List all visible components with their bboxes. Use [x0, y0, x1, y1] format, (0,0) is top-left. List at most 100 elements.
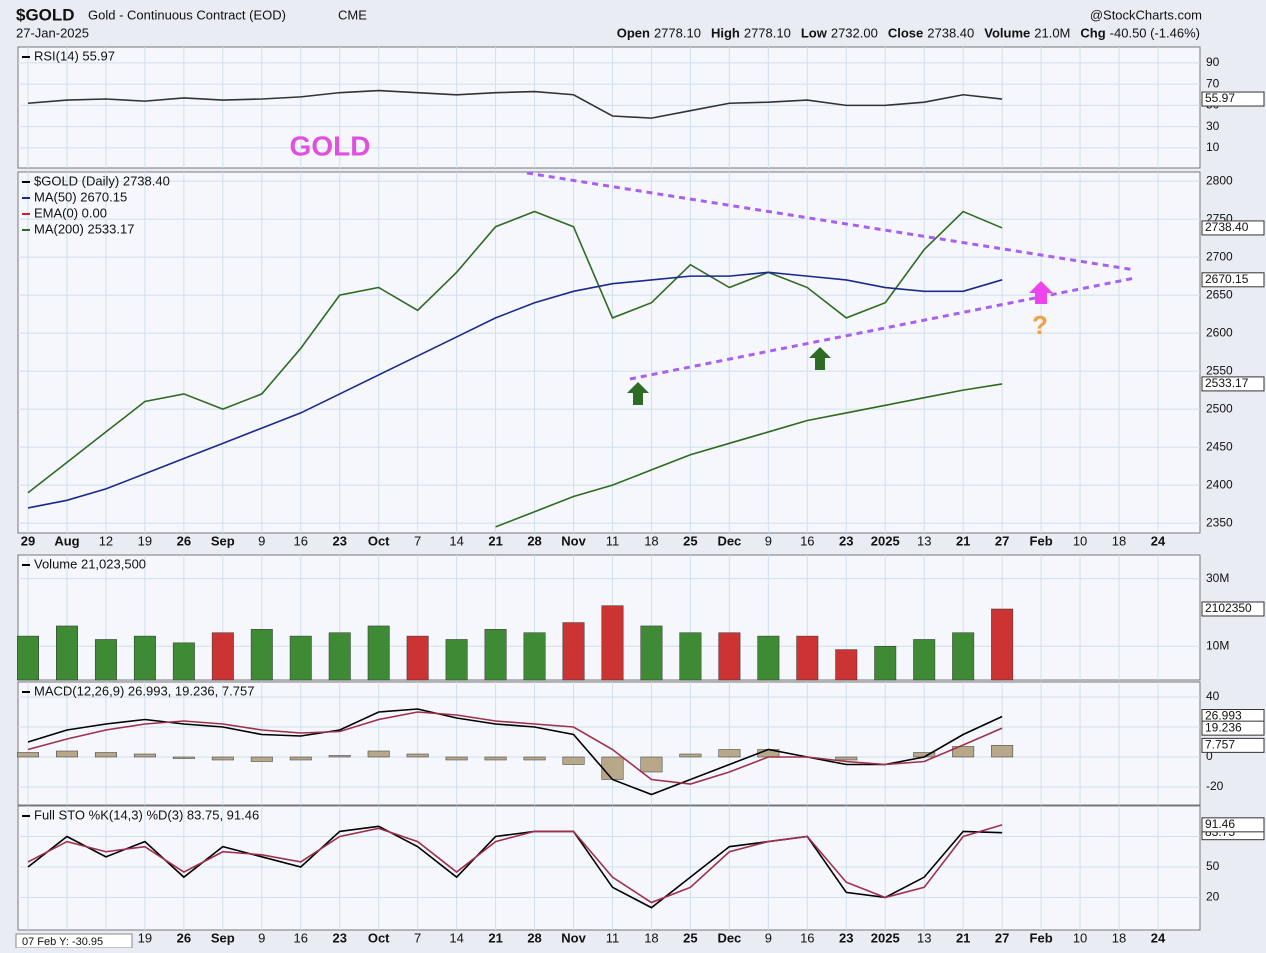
x-tick-label: 23	[332, 533, 346, 548]
bar	[484, 756, 507, 761]
bar	[718, 749, 741, 758]
x-tick-label: 21	[956, 930, 970, 945]
bar	[952, 746, 975, 758]
bar	[55, 750, 78, 758]
x-tick-label: 7	[414, 533, 421, 548]
stat-value: 2778.10	[744, 25, 791, 40]
exchange: CME	[338, 7, 367, 22]
stat-label: Chg	[1080, 25, 1105, 40]
bar	[484, 629, 507, 681]
arrow	[809, 347, 831, 370]
bar	[94, 639, 117, 681]
line	[27, 271, 1003, 509]
value-tag-box	[1201, 91, 1265, 107]
bar	[601, 605, 624, 681]
stat-value: -40.50 (-1.46%)	[1110, 25, 1200, 40]
x-tick-label: 16	[294, 533, 308, 548]
value-tag: 19.236	[1205, 720, 1242, 734]
x-tick-label: 21	[488, 533, 502, 548]
y-tick-label: 2500	[1206, 401, 1233, 415]
bar	[523, 632, 546, 681]
bar	[445, 639, 468, 681]
bar	[211, 632, 234, 681]
y-tick-label: 2800	[1206, 173, 1233, 187]
value-tag: 2670.15	[1205, 272, 1249, 286]
value-tag-box	[1201, 272, 1265, 288]
stat-value: 2778.10	[654, 25, 701, 40]
y-tick-label: 2400	[1206, 477, 1233, 491]
stats: -40.50 (-1.46%) Chg 21.0M Volume 2738.40 Clos…	[617, 25, 1200, 40]
value-tag: 91.46	[1205, 817, 1235, 831]
value-tag: 55.97	[1205, 91, 1235, 105]
value-tag-box	[1201, 817, 1265, 833]
bar	[328, 755, 351, 758]
y-tick-label: 40	[1206, 689, 1220, 703]
annotation: GOLD	[290, 130, 371, 161]
x-tick-label: 9	[258, 533, 265, 548]
x-tick-label: 28	[527, 930, 541, 945]
x-tick-label: 23	[332, 930, 346, 945]
x-tick-label: 11	[606, 533, 620, 548]
y-tick-label: 2700	[1206, 249, 1233, 263]
value-tag-box	[1201, 220, 1265, 236]
x-tick-label: 25	[683, 533, 697, 548]
x-tick-label: Nov	[561, 533, 586, 548]
value-tag-box	[1201, 720, 1265, 736]
x-tick-label: Sep	[211, 533, 235, 548]
legend-label: EMA(0) 0.00	[34, 205, 107, 220]
x-tick-label: 16	[800, 930, 814, 945]
bar	[796, 635, 819, 681]
symbol: $GOLD	[16, 5, 75, 24]
bar	[211, 756, 234, 761]
bar	[913, 639, 936, 681]
bar	[250, 629, 273, 681]
value-tag-box	[1201, 601, 1265, 617]
y-tick-label: 0	[1206, 749, 1213, 763]
y-tick-label: 30M	[1206, 571, 1229, 585]
x-tick-label: 26	[177, 533, 191, 548]
line	[27, 824, 1003, 904]
stat-label: Volume	[984, 25, 1030, 40]
arrow	[627, 382, 649, 405]
x-tick-label: 12	[99, 533, 113, 548]
y-tick-label: 2600	[1206, 325, 1233, 339]
x-tick-label: 23	[839, 533, 853, 548]
bar	[991, 745, 1014, 758]
x-tick-label: Oct	[368, 930, 390, 945]
x-tick-label: Nov	[561, 930, 586, 945]
bar	[289, 635, 312, 681]
legend-label: Volume 21,023,500	[34, 556, 146, 571]
bar	[445, 756, 468, 761]
x-tick-label: 21	[488, 930, 502, 945]
x-tick-label: 18	[1112, 533, 1126, 548]
legend-label: $GOLD (Daily) 2738.40	[34, 173, 170, 188]
x-tick-label: 24	[1151, 930, 1166, 945]
cursor: 07 Feb Y: -30.95	[22, 936, 103, 948]
x-tick-label: 9	[765, 930, 772, 945]
bar	[133, 753, 156, 758]
value-tag-box	[1201, 737, 1265, 753]
value-tag: 26.993	[1205, 709, 1242, 723]
value-tag: 7.757	[1205, 738, 1235, 752]
y-tick-label: 70	[1206, 76, 1220, 90]
x-tick-label: 21	[956, 533, 970, 548]
bar	[757, 635, 780, 681]
panel	[17, 46, 1201, 169]
x-tick-label: 19	[138, 930, 152, 945]
bar	[952, 632, 975, 681]
bar	[250, 756, 273, 762]
x-tick-label: 14	[449, 533, 463, 548]
line	[27, 708, 1003, 796]
panel	[17, 681, 1201, 806]
brand: @StockCharts.com	[1090, 7, 1202, 22]
x-tick-label: 13	[917, 533, 931, 548]
arrow	[1029, 281, 1053, 304]
x-tick-label: 10	[1073, 930, 1087, 945]
x-tick-label: 2025	[871, 533, 900, 548]
y-tick-label: 10M	[1206, 638, 1229, 652]
annotation: ?	[1032, 310, 1048, 340]
x-tick-label: 18	[644, 930, 658, 945]
line	[27, 89, 1003, 119]
y-tick-label: 2550	[1206, 363, 1233, 377]
